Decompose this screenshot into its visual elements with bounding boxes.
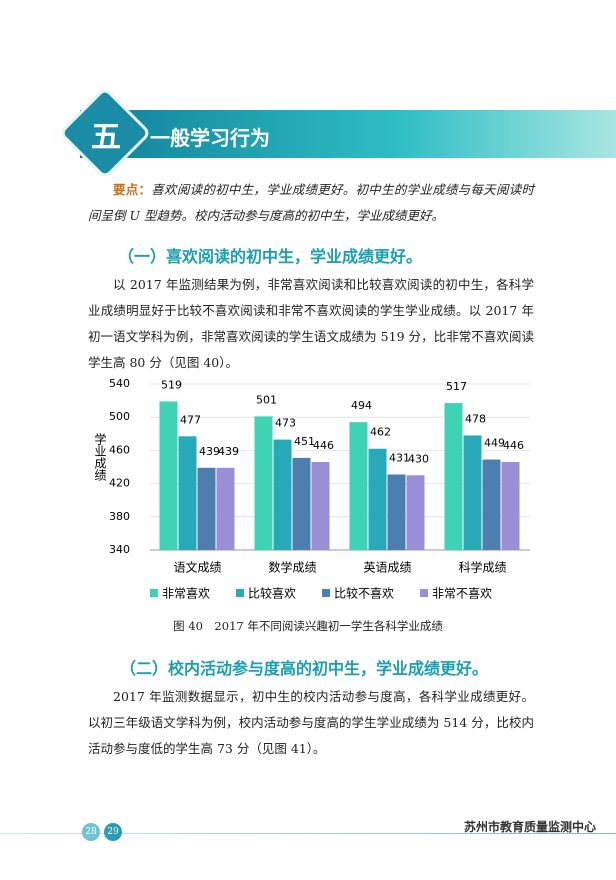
data-label: 451 [294,435,315,448]
data-label: 473 [275,417,296,430]
paragraph: 以 2017 年监测结果为例，非常喜欢阅读和比较喜欢阅读的初中生，各科学业成绩明… [88,277,534,370]
page-number: 28 [82,823,100,841]
legend-label: 比较喜欢 [248,586,296,601]
section-heading: （二）校内活动参与度高的初中生，学业成绩更好。 [120,659,489,678]
data-label: 430 [408,452,429,465]
bar [463,435,482,550]
y-tick-label: 460 [109,443,130,456]
bar [292,457,311,550]
y-axis-title: 学业成绩 [93,432,107,482]
data-label: 449 [484,437,505,450]
data-label: 519 [161,378,182,391]
x-tick-label: 数学成绩 [268,560,316,575]
y-tick-label: 380 [109,510,130,523]
bar [349,422,368,550]
data-label: 439 [218,445,239,458]
y-tick-label: 500 [109,410,130,423]
data-label: 446 [313,439,334,452]
legend-swatch [236,589,245,597]
bar [444,403,463,550]
bar [368,448,387,550]
data-label: 478 [465,412,486,425]
legend-label: 非常不喜欢 [432,586,492,601]
header-band [80,110,616,158]
y-tick-label: 420 [109,477,130,490]
bar [501,462,520,550]
data-label: 494 [351,399,372,412]
legend-swatch [420,589,429,597]
chapter-title: 一般学习行为 [150,126,270,150]
x-tick-label: 英语成绩 [363,561,411,575]
footer-org: 苏州市教育质量监测中心 [463,820,596,834]
bar [482,459,501,550]
bar [159,401,178,550]
bar [273,439,292,550]
bar [387,474,406,550]
data-label: 477 [180,413,201,426]
bar [406,475,425,550]
page-number: 29 [104,823,122,841]
chapter-number: 五 [91,120,121,155]
legend-label: 比较不喜欢 [334,586,394,601]
data-label: 501 [256,393,277,406]
bar [311,462,330,550]
legend-label: 非常喜欢 [162,586,210,601]
data-label: 439 [199,445,220,458]
bar [178,436,197,550]
data-label: 517 [446,380,467,393]
y-tick-label: 340 [109,543,130,556]
key-text: 喜欢阅读的初中生，学业成绩更好。初中生的学业成绩与每天阅读时间呈倒 U 型趋势。… [88,182,534,223]
legend-swatch [150,589,158,597]
bar [216,467,235,550]
x-tick-label: 语文成绩 [173,560,221,575]
legend-swatch [322,589,331,597]
bar [254,416,273,550]
footer-line [0,833,616,834]
y-tick-label: 540 [109,377,130,390]
caption: 图 40 2017 年不同阅读兴趣初一学生各科学业成绩 [173,619,443,633]
x-tick-label: 科学成绩 [458,560,506,575]
data-label: 431 [389,451,410,464]
bar [197,467,216,550]
key-points: 要点：喜欢阅读的初中生，学业成绩更好。初中生的学业成绩与每天阅读时间呈倒 U 型… [88,177,534,229]
data-label: 462 [370,426,391,439]
section-heading: （一）喜欢阅读的初中生，学业成绩更好。 [118,247,423,266]
key-label: 要点： [113,182,152,197]
data-label: 446 [503,439,524,452]
paragraph: 2017 年监测数据显示，初中生的校内活动参与度高，各科学业成绩更好。以初三年级… [88,689,534,756]
